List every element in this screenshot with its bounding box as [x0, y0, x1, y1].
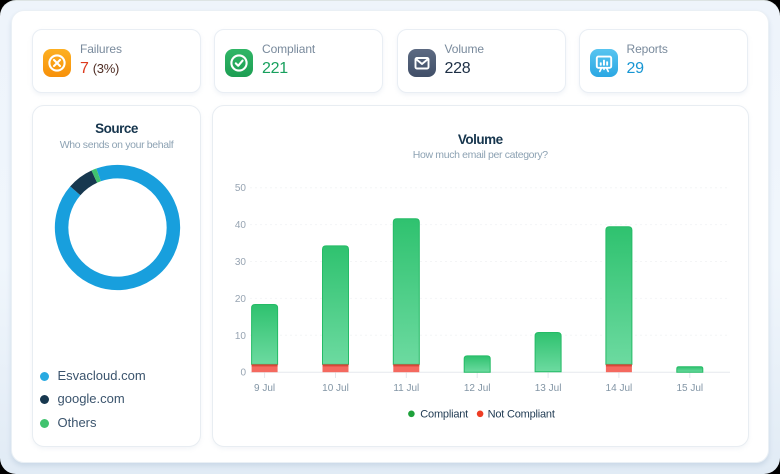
svg-text:Not Compliant: Not Compliant: [487, 408, 554, 420]
svg-text:10: 10: [234, 330, 246, 341]
svg-text:12 Jul: 12 Jul: [463, 383, 490, 394]
svg-text:14 Jul: 14 Jul: [605, 383, 632, 394]
svg-text:50: 50: [234, 183, 246, 194]
svg-text:15 Jul: 15 Jul: [676, 383, 703, 394]
svg-text:40: 40: [234, 220, 246, 231]
svg-text:10 Jul: 10 Jul: [322, 383, 349, 394]
svg-text:20: 20: [234, 293, 246, 304]
svg-text:9 Jul: 9 Jul: [254, 383, 275, 394]
svg-text:13 Jul: 13 Jul: [534, 383, 561, 394]
svg-text:30: 30: [234, 257, 246, 268]
svg-text:0: 0: [240, 367, 246, 378]
svg-text:Compliant: Compliant: [420, 408, 468, 420]
svg-text:11 Jul: 11 Jul: [393, 383, 419, 394]
